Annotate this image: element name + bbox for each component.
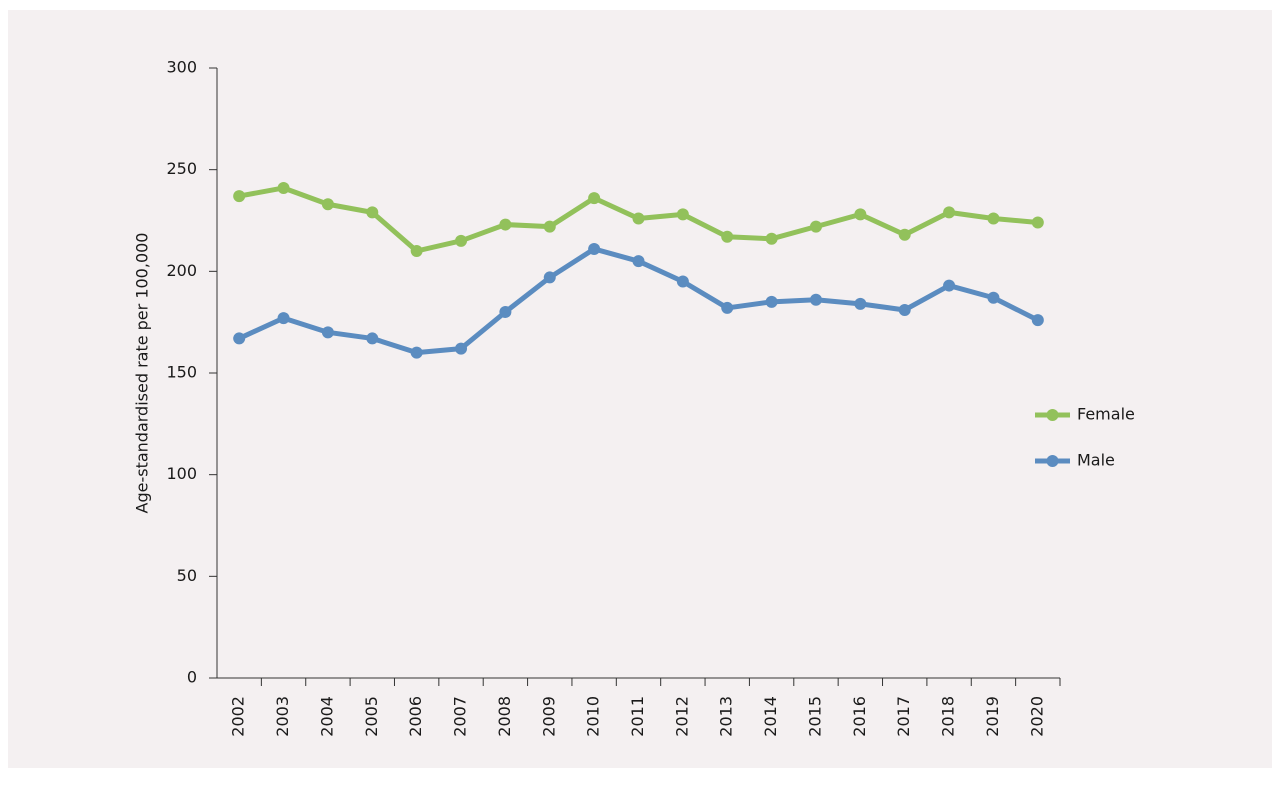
x-tick-label: 2016 [850, 696, 869, 737]
x-tick-label: 2018 [939, 696, 958, 737]
y-tick-label: 0 [187, 668, 197, 687]
legend-marker [1046, 409, 1059, 421]
data-point [410, 245, 423, 257]
x-tick-label: 2014 [761, 696, 780, 737]
legend-label: Male [1077, 451, 1115, 470]
data-point [943, 206, 956, 219]
data-point [632, 255, 645, 268]
data-point [499, 306, 512, 318]
data-point [765, 232, 778, 245]
data-point [809, 293, 822, 306]
data-point [588, 192, 601, 205]
x-tick-label: 2009 [539, 696, 558, 737]
x-tick-label: 2011 [628, 696, 647, 737]
x-tick-label: 2003 [273, 696, 292, 737]
data-point [721, 301, 734, 314]
x-tick-label: 2019 [983, 696, 1002, 737]
data-point [898, 228, 911, 241]
data-point [1031, 314, 1044, 327]
data-point [943, 279, 956, 292]
x-tick-label: 2004 [317, 696, 336, 737]
data-point [721, 230, 734, 243]
data-point [455, 234, 468, 247]
data-point [987, 291, 1000, 304]
data-point [233, 332, 246, 345]
x-tick-label: 2012 [672, 696, 691, 737]
data-point [410, 346, 423, 359]
y-tick-label: 250 [166, 159, 197, 178]
x-tick-label: 2006 [406, 696, 425, 737]
data-point [676, 275, 689, 288]
data-point [543, 271, 556, 284]
y-tick-label: 100 [166, 464, 197, 483]
x-tick-label: 2002 [229, 696, 248, 737]
data-point [277, 312, 290, 325]
y-tick-label: 200 [166, 261, 197, 280]
data-point [809, 220, 822, 233]
data-point [455, 342, 468, 355]
y-tick-label: 50 [177, 566, 197, 585]
data-point [898, 303, 911, 316]
data-point [321, 326, 334, 339]
data-point [499, 218, 512, 231]
x-tick-label: 2005 [362, 696, 381, 737]
legend-marker [1046, 455, 1059, 467]
x-tick-label: 2008 [495, 696, 514, 737]
data-point [366, 332, 379, 345]
data-point [277, 181, 290, 194]
x-tick-label: 2007 [451, 696, 470, 737]
data-point [366, 206, 379, 219]
data-point [321, 198, 334, 211]
data-point [765, 295, 778, 308]
x-tick-label: 2017 [894, 696, 913, 737]
data-point [676, 208, 689, 221]
y-tick-label: 150 [166, 363, 197, 382]
x-tick-label: 2013 [717, 696, 736, 737]
x-tick-label: 2015 [805, 696, 824, 737]
data-point [854, 208, 867, 221]
data-point [588, 242, 601, 255]
data-point [233, 190, 246, 203]
legend-label: Female [1077, 405, 1135, 424]
data-point [632, 212, 645, 225]
data-point [1031, 216, 1044, 229]
data-point [543, 220, 556, 233]
data-point [854, 297, 867, 310]
y-axis-title: Age-standardised rate per 100,000 [133, 233, 152, 514]
x-tick-label: 2020 [1027, 696, 1046, 737]
x-tick-label: 2010 [584, 696, 603, 737]
chart-background [8, 10, 1272, 768]
y-tick-label: 300 [166, 58, 197, 77]
data-point [987, 212, 1000, 225]
